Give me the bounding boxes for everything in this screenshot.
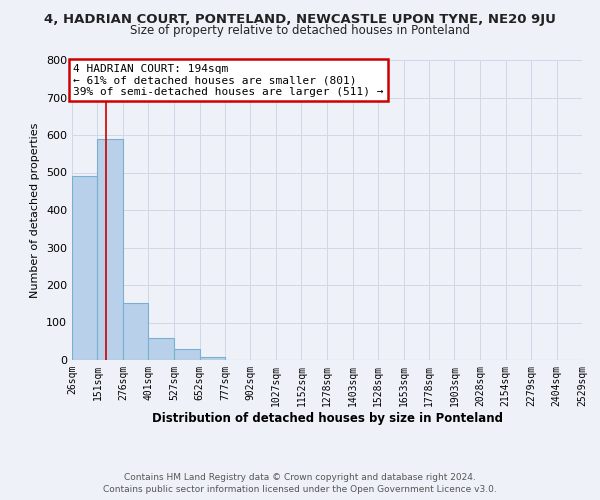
Bar	[72, 176, 97, 360]
Bar	[123, 303, 148, 360]
Bar	[200, 357, 225, 360]
Bar	[148, 338, 174, 360]
Text: Contains HM Land Registry data © Crown copyright and database right 2024.
Contai: Contains HM Land Registry data © Crown c…	[103, 472, 497, 494]
Text: 4, HADRIAN COURT, PONTELAND, NEWCASTLE UPON TYNE, NE20 9JU: 4, HADRIAN COURT, PONTELAND, NEWCASTLE U…	[44, 12, 556, 26]
Text: Size of property relative to detached houses in Ponteland: Size of property relative to detached ho…	[130, 24, 470, 37]
Bar	[97, 138, 123, 360]
Y-axis label: Number of detached properties: Number of detached properties	[31, 122, 40, 298]
Bar	[174, 349, 200, 360]
Text: 4 HADRIAN COURT: 194sqm
← 61% of detached houses are smaller (801)
39% of semi-d: 4 HADRIAN COURT: 194sqm ← 61% of detache…	[73, 64, 383, 97]
X-axis label: Distribution of detached houses by size in Ponteland: Distribution of detached houses by size …	[151, 412, 503, 424]
